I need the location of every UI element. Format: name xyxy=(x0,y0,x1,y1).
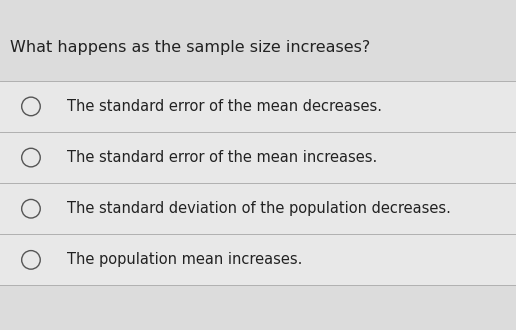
Text: The standard deviation of the population decreases.: The standard deviation of the population… xyxy=(67,201,451,216)
Text: What happens as the sample size increases?: What happens as the sample size increase… xyxy=(10,40,370,54)
FancyBboxPatch shape xyxy=(0,234,516,285)
Text: The population mean increases.: The population mean increases. xyxy=(67,252,302,267)
Text: The standard error of the mean increases.: The standard error of the mean increases… xyxy=(67,150,377,165)
FancyBboxPatch shape xyxy=(0,183,516,234)
Text: The standard error of the mean decreases.: The standard error of the mean decreases… xyxy=(67,99,382,114)
FancyBboxPatch shape xyxy=(0,132,516,183)
FancyBboxPatch shape xyxy=(0,81,516,132)
